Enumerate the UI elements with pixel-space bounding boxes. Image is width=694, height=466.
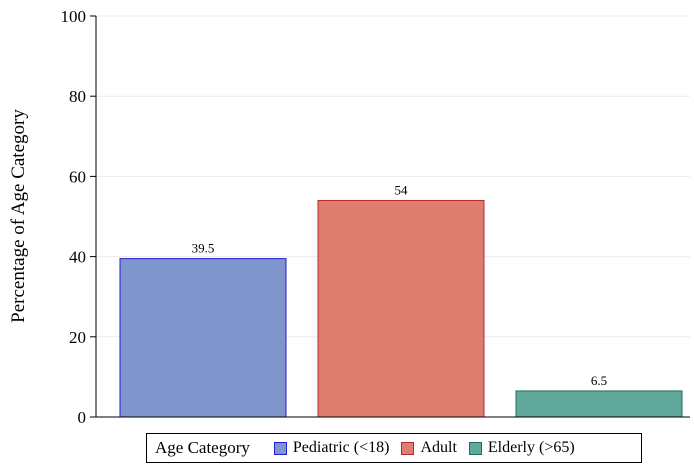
legend-swatch-pediatric xyxy=(273,441,287,455)
bar-adult xyxy=(317,199,485,418)
legend-label-elderly: Elderly (>65) xyxy=(487,439,575,456)
legend-item-elderly: Elderly (>65) xyxy=(468,439,575,457)
value-label-elderly: 6.5 xyxy=(591,373,607,388)
y-tick-label: 40 xyxy=(69,248,86,267)
y-tick-label: 100 xyxy=(61,7,87,26)
value-label-pediatric: 39.5 xyxy=(192,241,215,256)
y-tick-label: 60 xyxy=(69,167,86,186)
gridlines xyxy=(96,15,690,338)
legend-title: Age Category xyxy=(155,438,250,457)
y-axis: 0 20 40 60 80 100 xyxy=(61,7,690,427)
y-tick-label: 0 xyxy=(78,408,87,427)
legend-label-pediatric: Pediatric (<18) xyxy=(292,439,390,456)
bar-pediatric xyxy=(119,258,287,418)
chart: 39.5 54 6.5 0 20 40 60 80 100 Percentage of Age… xyxy=(8,7,690,427)
legend-label-adult: Adult xyxy=(420,439,457,456)
bars xyxy=(119,199,683,418)
legend: Age Category Pediatric (<18) Adult Elder… xyxy=(146,433,642,463)
y-tick-label: 20 xyxy=(69,328,86,347)
bar-elderly xyxy=(515,390,683,418)
legend-item-adult: Adult xyxy=(401,439,457,457)
value-labels: 39.5 54 6.5 xyxy=(192,182,608,387)
value-label-adult: 54 xyxy=(395,182,409,197)
y-axis-label: Percentage of Age Category xyxy=(8,109,29,323)
y-tick-label: 80 xyxy=(69,87,86,106)
legend-swatch-adult xyxy=(401,441,415,455)
legend-item-pediatric: Pediatric (<18) xyxy=(273,439,390,457)
legend-swatch-elderly xyxy=(468,441,482,455)
